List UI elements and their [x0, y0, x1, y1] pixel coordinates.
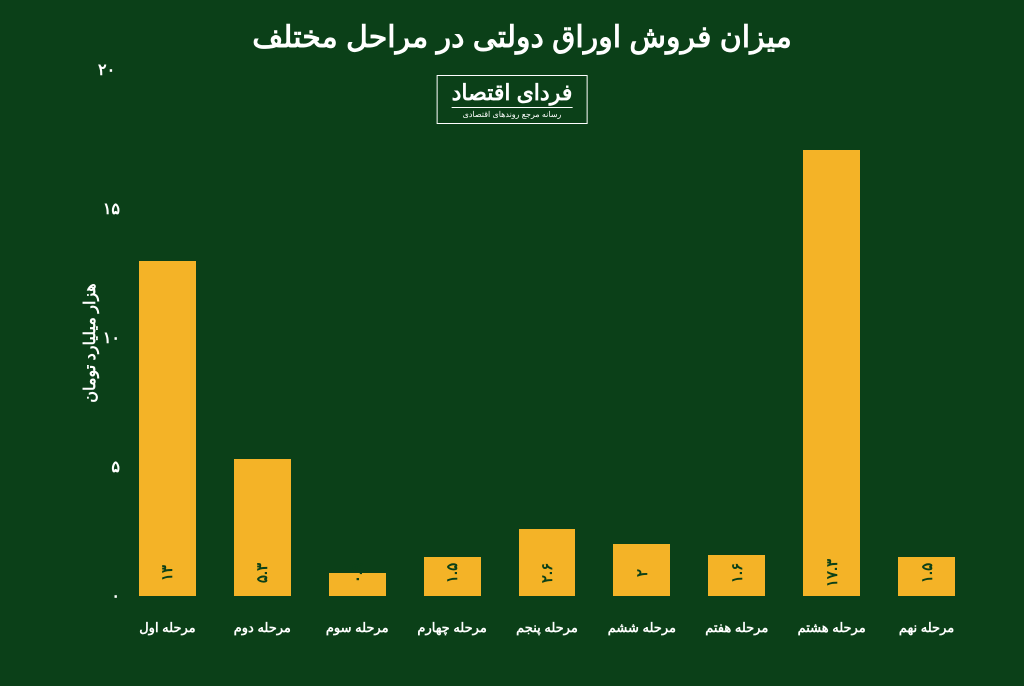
bar-slot: ۱.۵	[405, 80, 500, 596]
bar-value: ۱۷.۳	[823, 559, 841, 587]
bar-value: ۱.۵	[443, 563, 461, 583]
x-label: مرحله پنجم	[500, 620, 595, 636]
bar-value: ۱.۶	[728, 563, 746, 583]
bar: ۱۳	[139, 261, 196, 596]
x-label: مرحله هشتم	[784, 620, 879, 636]
y-axis-title: هزار میلیارد تومان	[80, 283, 100, 403]
bar-slot: ۲	[594, 80, 689, 596]
bar: ۲	[613, 544, 670, 596]
x-label: مرحله ششم	[594, 620, 689, 636]
bar: ۱.۵	[424, 557, 481, 596]
bar-slot: ۲.۶	[500, 80, 595, 596]
x-label: مرحله دوم	[215, 620, 310, 636]
bar-value: ۵.۳	[253, 563, 271, 583]
bar-slot: ۱۷.۳	[784, 80, 879, 596]
y-top-tick: ۲۰	[98, 60, 115, 80]
bar: ۵.۳	[234, 459, 291, 596]
x-label: مرحله نهم	[879, 620, 974, 636]
x-label: مرحله سوم	[310, 620, 405, 636]
y-tick: ۱۰	[103, 328, 120, 348]
bar-slot: ۵.۳	[215, 80, 310, 596]
bar-value: ۰.۹	[348, 563, 366, 583]
y-tick: ۰	[111, 586, 120, 606]
bar-value: ۱۳	[158, 565, 176, 581]
y-tick: ۵	[111, 457, 120, 477]
x-label: مرحله اول	[120, 620, 215, 636]
bar-slot: ۱۳	[120, 80, 215, 596]
bars: ۱۳ ۵.۳ ۰.۹ ۱.۵ ۲.۶ ۲ ۱.۶ ۱۷.۳ ۱.۵	[120, 80, 974, 596]
x-label: مرحله هفتم	[689, 620, 784, 636]
bar: ۲.۶	[519, 529, 576, 596]
chart-container: میزان فروش اوراق دولتی در مراحل مختلف فر…	[0, 0, 1024, 686]
bar-value: ۲.۶	[538, 563, 556, 583]
y-tick: ۱۵	[103, 199, 120, 219]
chart-title: میزان فروش اوراق دولتی در مراحل مختلف	[60, 20, 984, 55]
bar: ۱.۵	[898, 557, 955, 596]
bar: ۱.۶	[708, 555, 765, 596]
x-label: مرحله چهارم	[405, 620, 500, 636]
x-labels: مرحله اولمرحله دوممرحله سوممرحله چهارممر…	[120, 620, 974, 636]
bar-slot: ۱.۶	[689, 80, 784, 596]
bar-value: ۱.۵	[918, 563, 936, 583]
plot-area: ۱۳ ۵.۳ ۰.۹ ۱.۵ ۲.۶ ۲ ۱.۶ ۱۷.۳ ۱.۵	[120, 80, 974, 596]
bar-slot: ۰.۹	[310, 80, 405, 596]
bar-value: ۲	[633, 569, 651, 577]
bar: ۰.۹	[329, 573, 386, 596]
bar: ۱۷.۳	[803, 150, 860, 596]
bar-slot: ۱.۵	[879, 80, 974, 596]
